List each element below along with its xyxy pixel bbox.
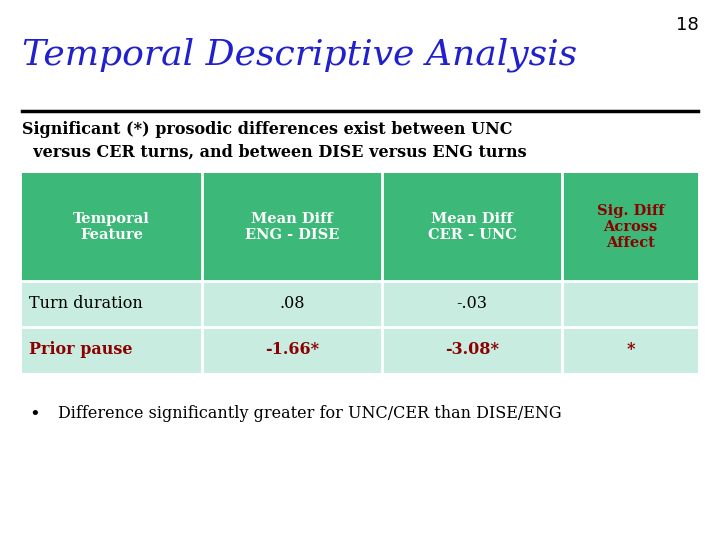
Text: Mean Diff
CER - UNC: Mean Diff CER - UNC: [428, 212, 517, 242]
Text: -1.66*: -1.66*: [265, 341, 319, 358]
Text: *: *: [626, 341, 634, 358]
Text: -.03: -.03: [456, 295, 487, 312]
Text: •: •: [29, 405, 40, 423]
Text: Temporal
Feature: Temporal Feature: [73, 212, 150, 242]
Text: 18: 18: [675, 16, 698, 34]
Text: Mean Diff
ENG - DISE: Mean Diff ENG - DISE: [245, 212, 339, 242]
Text: -3.08*: -3.08*: [445, 341, 499, 358]
Text: .08: .08: [279, 295, 305, 312]
Text: Prior pause: Prior pause: [29, 341, 132, 358]
Text: Temporal Descriptive Analysis: Temporal Descriptive Analysis: [22, 38, 577, 72]
Text: Turn duration: Turn duration: [29, 295, 143, 312]
Text: versus CER turns, and between DISE versus ENG turns: versus CER turns, and between DISE versu…: [22, 143, 526, 160]
Text: Significant (*) prosodic differences exist between UNC: Significant (*) prosodic differences exi…: [22, 122, 512, 138]
Text: Sig. Diff
Across
Affect: Sig. Diff Across Affect: [597, 204, 664, 250]
Text: Difference significantly greater for UNC/CER than DISE/ENG: Difference significantly greater for UNC…: [58, 405, 561, 422]
